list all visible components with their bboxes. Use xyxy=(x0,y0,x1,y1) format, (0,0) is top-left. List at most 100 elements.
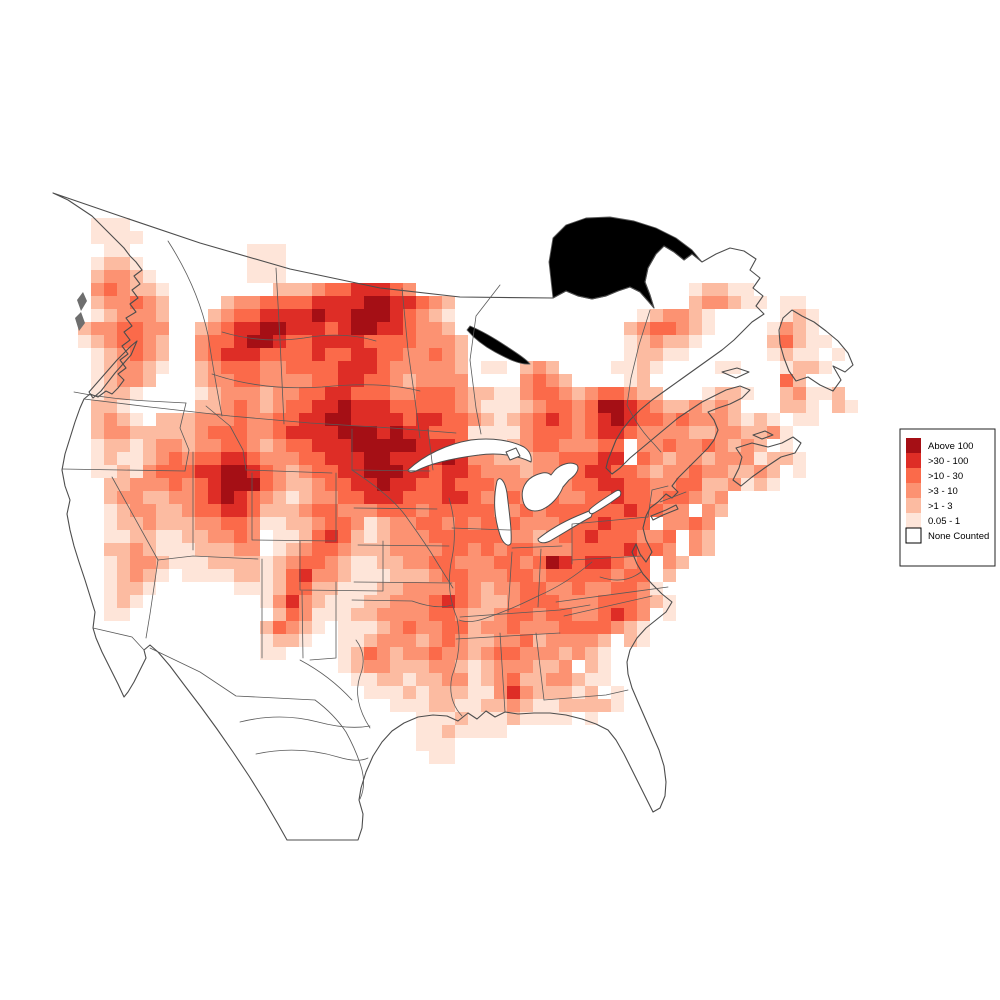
grid-cell xyxy=(429,647,442,660)
grid-cell xyxy=(104,569,117,582)
grid-cell xyxy=(260,478,273,491)
grid-cell xyxy=(455,660,468,673)
grid-cell xyxy=(130,361,143,374)
grid-cell xyxy=(585,621,598,634)
grid-cell xyxy=(325,569,338,582)
grid-cell xyxy=(442,400,455,413)
grid-cell xyxy=(390,335,403,348)
grid-cell xyxy=(377,465,390,478)
grid-cell xyxy=(104,296,117,309)
grid-cell xyxy=(273,582,286,595)
grid-cell xyxy=(481,491,494,504)
grid-cell xyxy=(377,478,390,491)
grid-cell xyxy=(572,387,585,400)
grid-cell xyxy=(624,348,637,361)
grid-cell xyxy=(195,361,208,374)
grid-cell xyxy=(494,400,507,413)
grid-cell xyxy=(91,218,104,231)
grid-cell xyxy=(403,556,416,569)
grid-cell xyxy=(806,348,819,361)
grid-cell xyxy=(390,452,403,465)
grid-cell xyxy=(689,283,702,296)
grid-cell xyxy=(650,348,663,361)
grid-cell xyxy=(468,686,481,699)
grid-cell xyxy=(611,426,624,439)
grid-cell xyxy=(182,569,195,582)
legend-label: None Counted xyxy=(928,531,989,542)
grid-cell xyxy=(286,452,299,465)
grid-cell xyxy=(364,335,377,348)
grid-cell xyxy=(416,686,429,699)
grid-cell xyxy=(793,309,806,322)
grid-cell xyxy=(559,413,572,426)
grid-cell xyxy=(260,309,273,322)
grid-cell xyxy=(377,621,390,634)
grid-cell xyxy=(416,335,429,348)
grid-cell xyxy=(507,569,520,582)
grid-cell xyxy=(208,387,221,400)
grid-cell xyxy=(754,296,767,309)
grid-cell xyxy=(663,335,676,348)
grid-cell xyxy=(494,569,507,582)
grid-cell xyxy=(624,608,637,621)
grid-cell xyxy=(130,374,143,387)
grid-cell xyxy=(520,400,533,413)
grid-cell xyxy=(273,504,286,517)
grid-cell xyxy=(637,608,650,621)
grid-cell xyxy=(494,387,507,400)
grid-cell xyxy=(260,556,273,569)
grid-cell xyxy=(364,647,377,660)
grid-cell xyxy=(273,400,286,413)
in-oh-border xyxy=(537,548,542,608)
grid-cell xyxy=(715,283,728,296)
grid-cell xyxy=(494,426,507,439)
grid-cell xyxy=(117,595,130,608)
grid-cell xyxy=(234,491,247,504)
grid-cell xyxy=(208,478,221,491)
grid-cell xyxy=(455,543,468,556)
grid-cell xyxy=(689,452,702,465)
grid-cell xyxy=(546,686,559,699)
grid-cell xyxy=(416,426,429,439)
grid-cell xyxy=(715,387,728,400)
legend-label: Above 100 xyxy=(928,441,973,452)
grid-cell xyxy=(676,309,689,322)
grid-cell xyxy=(546,621,559,634)
grid-cell xyxy=(247,244,260,257)
grid-cell xyxy=(182,517,195,530)
grid-cell xyxy=(221,309,234,322)
grid-cell xyxy=(442,569,455,582)
grid-cell xyxy=(520,660,533,673)
grid-cell xyxy=(546,647,559,660)
grid-cell xyxy=(533,673,546,686)
grid-cell xyxy=(494,595,507,608)
grid-cell xyxy=(507,699,520,712)
grid-cell xyxy=(377,582,390,595)
grid-cell xyxy=(403,426,416,439)
grid-cell xyxy=(364,530,377,543)
grid-cell xyxy=(221,530,234,543)
grid-cell xyxy=(702,543,715,556)
grid-cell xyxy=(312,348,325,361)
grid-cell xyxy=(208,556,221,569)
grid-cell xyxy=(663,465,676,478)
grid-cell xyxy=(611,478,624,491)
grid-cell xyxy=(195,478,208,491)
grid-cell xyxy=(455,673,468,686)
grid-cell xyxy=(156,439,169,452)
grid-cell xyxy=(247,569,260,582)
grid-cell xyxy=(468,504,481,517)
grid-cell xyxy=(377,426,390,439)
grid-cell xyxy=(312,413,325,426)
grid-cell xyxy=(481,426,494,439)
grid-cell xyxy=(143,569,156,582)
grid-cell xyxy=(91,465,104,478)
grid-cell xyxy=(325,608,338,621)
grid-cell xyxy=(533,426,546,439)
grid-cell xyxy=(273,647,286,660)
grid-cell xyxy=(377,348,390,361)
grid-cell xyxy=(221,335,234,348)
grid-cell xyxy=(585,699,598,712)
grid-cell xyxy=(377,413,390,426)
grid-cell xyxy=(312,517,325,530)
